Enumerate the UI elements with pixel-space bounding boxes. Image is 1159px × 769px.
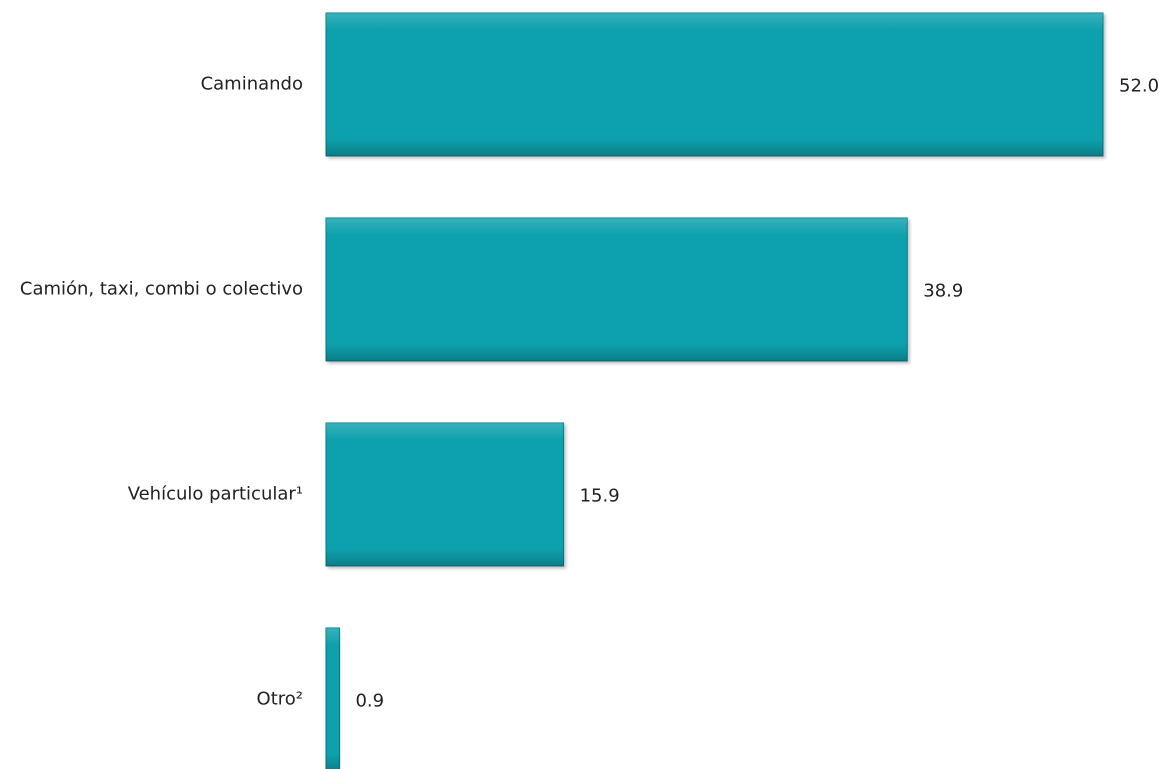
value-label-3: 0.9 (355, 691, 384, 712)
category-label-1: Camión, taxi, combi o colectivo (20, 279, 303, 300)
bar-shading-0 (326, 13, 1103, 156)
bar-shading-3 (326, 628, 340, 769)
category-label-2: Vehículo particular¹ (128, 484, 303, 505)
value-label-2: 15.9 (580, 486, 620, 507)
value-label-1: 38.9 (923, 281, 963, 302)
bars-layer (325, 12, 1104, 769)
value-label-0: 52.0 (1119, 76, 1159, 97)
labels-layer: Caminando 52.0 Camión, taxi, combi o colec… (20, 74, 1159, 712)
category-label-3: Otro² (257, 689, 303, 710)
bar-shading-2 (326, 423, 564, 566)
bar-shading-1 (326, 218, 908, 361)
category-label-0: Caminando (201, 74, 303, 95)
